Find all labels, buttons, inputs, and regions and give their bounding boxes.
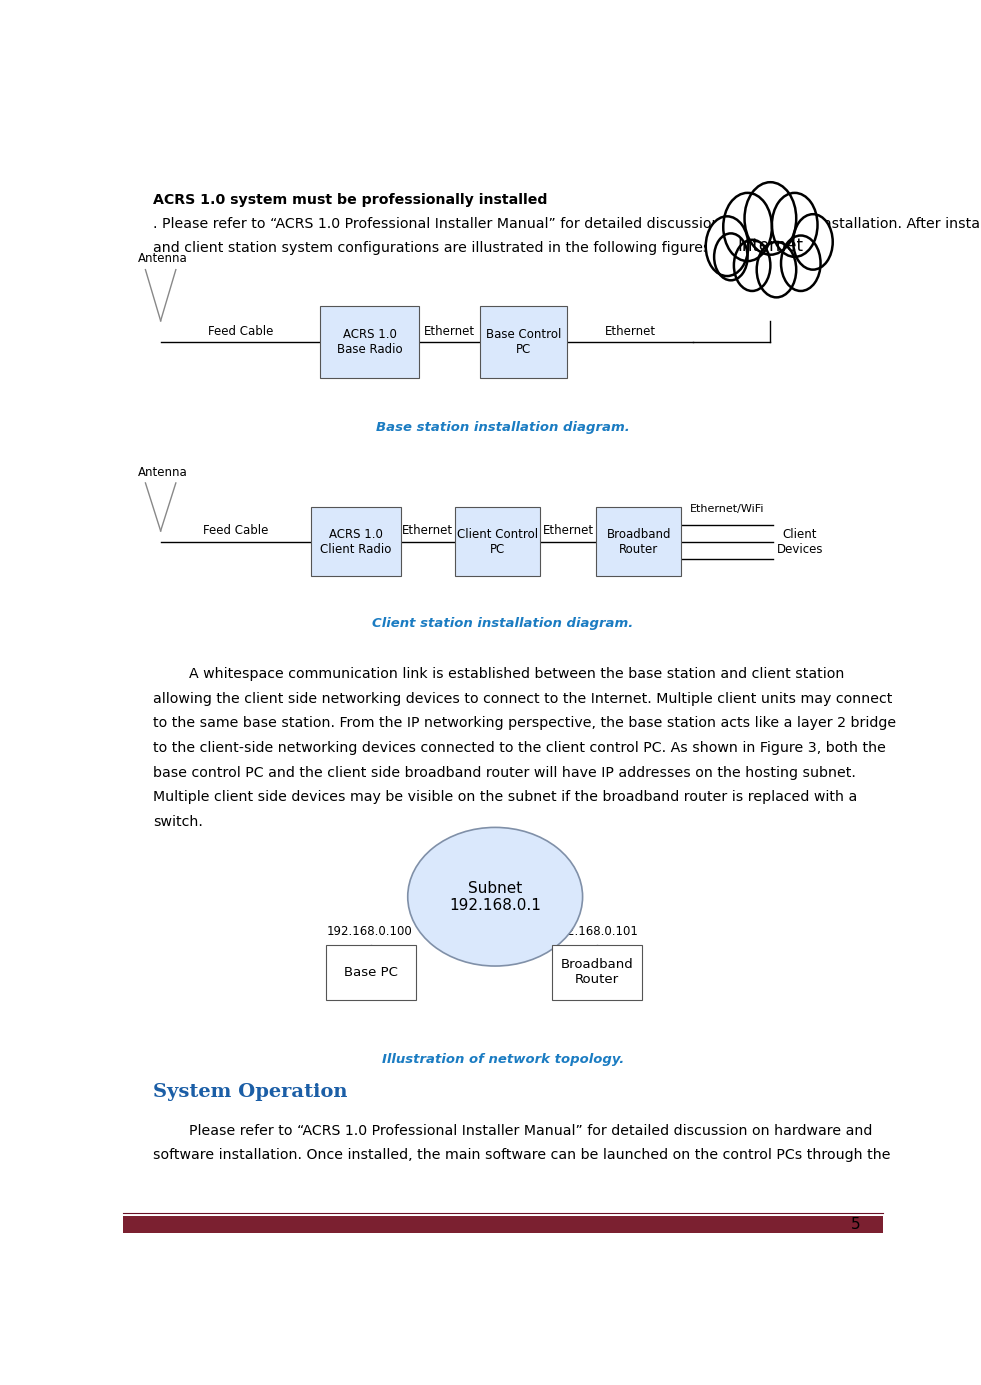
FancyBboxPatch shape: [321, 306, 419, 378]
Circle shape: [723, 193, 772, 262]
Text: Client
Devices: Client Devices: [777, 528, 823, 555]
Text: ACRS 1.0
Client Radio: ACRS 1.0 Client Radio: [321, 528, 391, 555]
Text: Base station installation diagram.: Base station installation diagram.: [376, 421, 630, 434]
Text: switch.: switch.: [153, 814, 203, 828]
Text: Please refer to “ACRS 1.0 Professional Installer Manual” for detailed discussion: Please refer to “ACRS 1.0 Professional I…: [153, 1123, 872, 1138]
Text: Broadband
Router: Broadband Router: [606, 528, 671, 555]
FancyBboxPatch shape: [480, 306, 567, 378]
Text: base control PC and the client side broadband router will have IP addresses on t: base control PC and the client side broa…: [153, 766, 855, 780]
Text: ACRS 1.0
Base Radio: ACRS 1.0 Base Radio: [336, 328, 402, 356]
Text: System Operation: System Operation: [153, 1083, 347, 1101]
Text: Base PC: Base PC: [344, 965, 398, 979]
Text: Ethernet: Ethernet: [542, 525, 594, 537]
Text: to the client-side networking devices connected to the client control PC. As sho: to the client-side networking devices co…: [153, 741, 886, 755]
Text: ACRS 1.0 system must be professionally installed: ACRS 1.0 system must be professionally i…: [153, 193, 547, 206]
Text: Antenna: Antenna: [137, 465, 187, 479]
Text: allowing the client side networking devices to connect to the Internet. Multiple: allowing the client side networking devi…: [153, 692, 893, 706]
FancyBboxPatch shape: [552, 945, 642, 1000]
FancyBboxPatch shape: [311, 507, 401, 576]
Circle shape: [714, 234, 748, 280]
Text: Subnet
192.168.0.1: Subnet 192.168.0.1: [449, 881, 542, 913]
Text: Ethernet: Ethernet: [402, 525, 453, 537]
Text: 5: 5: [851, 1216, 860, 1231]
Text: Multiple client side devices may be visible on the subnet if the broadband route: Multiple client side devices may be visi…: [153, 789, 857, 805]
Circle shape: [734, 240, 770, 291]
FancyBboxPatch shape: [596, 507, 682, 576]
FancyBboxPatch shape: [327, 945, 416, 1000]
Text: 192.168.0.100: 192.168.0.100: [327, 925, 412, 938]
Ellipse shape: [408, 827, 583, 967]
Circle shape: [756, 242, 797, 298]
Text: 192.168.0.101: 192.168.0.101: [552, 925, 638, 938]
Text: and client station system configurations are illustrated in the following figure: and client station system configurations…: [153, 241, 715, 255]
Circle shape: [745, 183, 797, 255]
Circle shape: [794, 215, 833, 270]
Text: Antenna: Antenna: [137, 252, 187, 266]
Text: A whitespace communication link is established between the base station and clie: A whitespace communication link is estab…: [153, 668, 845, 681]
Text: Base Control
PC: Base Control PC: [486, 328, 561, 356]
Circle shape: [705, 216, 749, 276]
Text: Broadband
Router: Broadband Router: [561, 958, 634, 986]
Text: to the same base station. From the IP networking perspective, the base station a: to the same base station. From the IP ne…: [153, 716, 897, 730]
Circle shape: [772, 193, 817, 256]
Text: Feed Cable: Feed Cable: [203, 525, 269, 537]
Text: software installation. Once installed, the main software can be launched on the : software installation. Once installed, t…: [153, 1148, 891, 1162]
Circle shape: [781, 235, 820, 291]
Text: Client station installation diagram.: Client station installation diagram.: [372, 616, 634, 630]
Text: . Please refer to “ACRS 1.0 Professional Installer Manual” for detailed discussi: . Please refer to “ACRS 1.0 Professional…: [153, 217, 981, 231]
FancyBboxPatch shape: [123, 1216, 883, 1233]
Text: Ethernet: Ethernet: [424, 325, 475, 338]
Text: Ethernet/WiFi: Ethernet/WiFi: [690, 504, 764, 514]
Text: Illustration of network topology.: Illustration of network topology.: [382, 1054, 624, 1066]
Text: Internet: Internet: [738, 237, 803, 255]
FancyBboxPatch shape: [455, 507, 540, 576]
Text: Ethernet: Ethernet: [604, 325, 655, 338]
Text: Feed Cable: Feed Cable: [208, 325, 273, 338]
Text: Client Control
PC: Client Control PC: [457, 528, 538, 555]
